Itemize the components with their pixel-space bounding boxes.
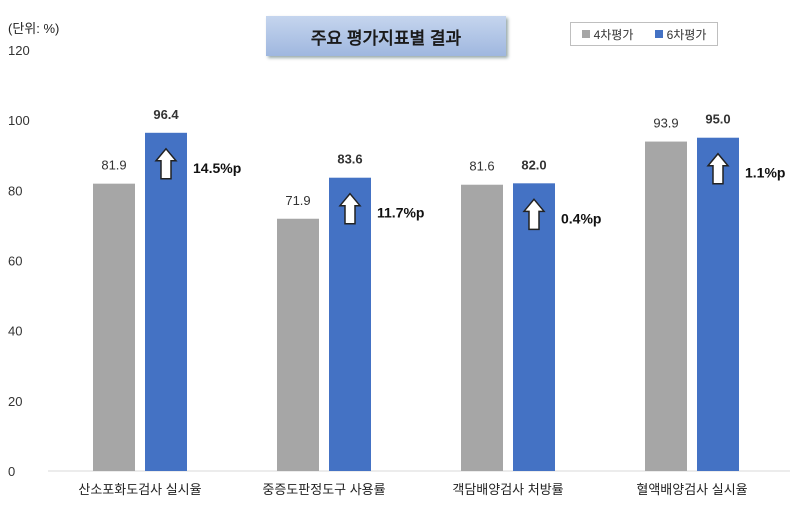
data-label: 81.6: [469, 159, 494, 174]
change-label: 14.5%p: [193, 160, 241, 176]
x-tick-label: 혈액배양검사 실시율: [636, 482, 747, 497]
bar-6th: [329, 177, 371, 471]
bar-4th: [93, 183, 135, 472]
y-tick-label: 0: [8, 464, 15, 479]
y-tick-label: 40: [8, 324, 22, 339]
up-arrow-icon: [522, 198, 546, 231]
bar-6th: [145, 132, 187, 471]
data-label: 96.4: [153, 107, 179, 122]
y-tick-label: 60: [8, 254, 22, 269]
y-tick-label: 100: [8, 113, 30, 128]
bar-4th: [461, 184, 503, 471]
legend-swatch-6th: [654, 30, 663, 38]
data-label: 82.0: [521, 157, 546, 172]
legend: 4차평가 6차평가: [570, 22, 718, 46]
legend-swatch-4th: [581, 30, 590, 38]
bar-6th: [513, 183, 555, 472]
change-label: 11.7%p: [377, 205, 424, 221]
y-tick-label: 20: [8, 394, 22, 409]
legend-item-4th: 4차평가: [581, 26, 634, 43]
chart-title: 주요 평가지표별 결과: [266, 16, 506, 56]
bar-6th: [697, 137, 739, 472]
change-label: 1.1%p: [745, 165, 785, 181]
data-label: 95.0: [705, 112, 730, 127]
x-tick-label: 산소포화도검사 실시율: [78, 482, 201, 497]
data-label: 71.9: [285, 193, 310, 208]
y-tick-label: 120: [8, 43, 30, 58]
y-tick-label: 80: [8, 183, 22, 198]
data-label: 81.9: [101, 158, 126, 173]
legend-item-6th: 6차평가: [654, 26, 707, 43]
legend-label-4th: 4차평가: [593, 27, 634, 42]
up-arrow-icon: [338, 192, 362, 225]
data-label: 93.9: [653, 116, 678, 131]
up-arrow-icon: [154, 147, 178, 180]
bar-4th: [277, 218, 319, 471]
x-tick-label: 객담배양검사 처방률: [452, 482, 563, 497]
legend-label-6th: 6차평가: [666, 27, 707, 42]
data-label: 83.6: [337, 152, 362, 167]
x-tick-label: 중증도판정도구 사용률: [262, 482, 385, 497]
unit-label: (단위: %): [8, 21, 60, 36]
change-label: 0.4%p: [561, 210, 601, 226]
up-arrow-icon: [706, 152, 730, 185]
bar-4th: [645, 141, 687, 471]
